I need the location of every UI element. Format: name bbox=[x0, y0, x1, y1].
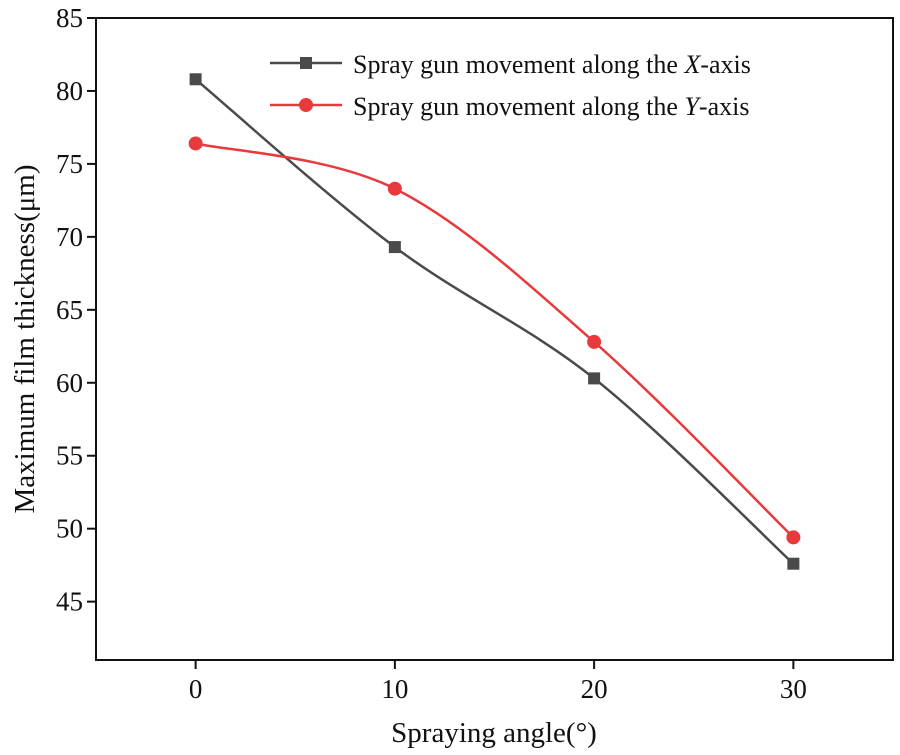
legend-marker-y-axis bbox=[299, 98, 313, 112]
data-point-x-axis-10 bbox=[388, 241, 401, 254]
legend: Spray gun movement along the X-axis Spra… bbox=[270, 50, 751, 121]
y-tick-label: 55 bbox=[56, 441, 83, 471]
series-line-y-axis bbox=[195, 142, 795, 539]
y-tick-label: 85 bbox=[56, 3, 83, 33]
legend-entry-y-axis: Spray gun movement along the Y-axis bbox=[270, 92, 749, 121]
legend-marker-x-axis bbox=[300, 57, 312, 69]
x-tick-label: 0 bbox=[189, 674, 203, 704]
x-tick-label: 20 bbox=[581, 674, 608, 704]
y-tick-label: 50 bbox=[56, 514, 83, 544]
y-tick-label: 60 bbox=[56, 368, 83, 398]
y-tick-label: 75 bbox=[56, 149, 83, 179]
data-point-x-axis-0 bbox=[189, 73, 202, 86]
legend-label-x-axis: Spray gun movement along the X-axis bbox=[353, 50, 751, 79]
data-point-x-axis-30 bbox=[787, 557, 800, 570]
series-layer bbox=[188, 73, 801, 570]
x-axis-title: Spraying angle(°) bbox=[391, 717, 597, 749]
data-point-x-axis-20 bbox=[588, 372, 601, 385]
data-point-y-axis-30 bbox=[786, 530, 801, 545]
legend-label-y-axis: Spray gun movement along the Y-axis bbox=[353, 92, 749, 121]
plot-area-frame bbox=[95, 17, 894, 661]
data-point-y-axis-10 bbox=[387, 181, 402, 196]
y-tick-label: 45 bbox=[56, 587, 83, 617]
x-tick-label: 30 bbox=[780, 674, 807, 704]
data-point-y-axis-0 bbox=[188, 136, 203, 151]
legend-entry-x-axis: Spray gun movement along the X-axis bbox=[270, 50, 751, 79]
y-tick-label: 80 bbox=[56, 76, 83, 106]
y-tick-label: 65 bbox=[56, 295, 83, 325]
axis-ticks: 45 50 55 60 65 70 75 80 85 0 10 20 30 bbox=[56, 3, 807, 704]
y-axis-title: Maximum film thickness(μm) bbox=[9, 164, 41, 513]
y-tick-label: 70 bbox=[56, 222, 83, 252]
data-point-y-axis-20 bbox=[587, 334, 602, 349]
series-line-x-axis bbox=[194, 78, 795, 565]
x-tick-label: 10 bbox=[381, 674, 408, 704]
